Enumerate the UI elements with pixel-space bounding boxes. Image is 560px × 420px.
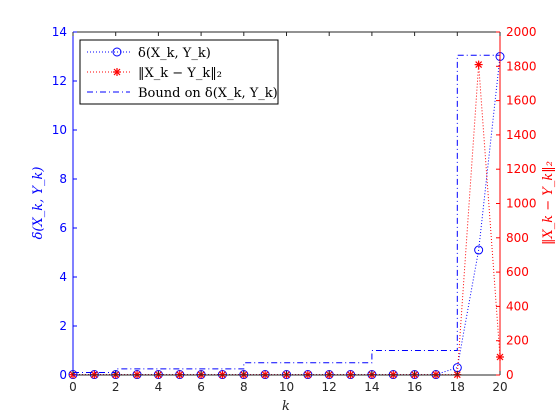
y-right-tick-label-10: 2000	[506, 25, 537, 39]
y-left-tick-label-0: 0	[59, 368, 67, 382]
legend-label-bound: Bound on δ(X_k, Y_k)	[138, 86, 278, 101]
x-tick-label-9: 18	[450, 380, 465, 394]
y-left-tick-label-2: 4	[59, 270, 67, 284]
y-left-tick-label-6: 12	[52, 74, 67, 88]
y-right-tick-label-2: 400	[506, 299, 529, 313]
x-tick-label-7: 14	[364, 380, 379, 394]
x-tick-label-6: 12	[322, 380, 337, 394]
series-0-point-18	[452, 363, 462, 373]
series-1-line	[73, 64, 501, 376]
legend-marker-norm	[113, 68, 121, 76]
y-right-tick-label-7: 1400	[506, 128, 537, 142]
legend-label-delta: δ(X_k, Y_k)	[138, 46, 211, 61]
y-axis-right-title: ‖X_k − Y_k‖₂	[541, 161, 556, 245]
x-tick-label-10: 20	[492, 380, 507, 394]
legend-entry-bound: Bound on δ(X_k, Y_k)	[87, 86, 278, 101]
legend: δ(X_k, Y_k) ‖X_k − Y_k‖₂ Bound on δ(X_k,…	[79, 39, 279, 105]
series-0-point-19	[474, 245, 484, 255]
legend-entry-norm: ‖X_k − Y_k‖₂	[87, 66, 222, 81]
y-right-tick-label-0: 0	[506, 368, 514, 382]
x-tick-label-3: 6	[197, 380, 205, 394]
x-tick-label-2: 4	[155, 380, 163, 394]
legend-marker-delta	[112, 47, 122, 57]
legend-label-norm: ‖X_k − Y_k‖₂	[138, 66, 222, 81]
y-right-tick-label-6: 1200	[506, 162, 537, 176]
y-right-tick-label-5: 1000	[506, 197, 537, 211]
axes: 0 2 4 6 8 10 12 14 16 18 2002468101214020040060080…	[52, 25, 537, 394]
series-1-point-19	[474, 60, 483, 69]
legend-entry-delta: δ(X_k, Y_k)	[87, 46, 211, 61]
y-left-tick-label-1: 2	[59, 319, 67, 333]
y-right-tick-label-4: 800	[506, 231, 529, 245]
series-2-line	[73, 54, 500, 374]
y-right-tick-label-8: 1600	[506, 94, 537, 108]
y-left-tick-label-3: 6	[59, 221, 67, 235]
y-right-tick-label-3: 600	[506, 265, 529, 279]
y-left-tick-label-5: 10	[52, 123, 67, 137]
y-right-tick-label-9: 1800	[506, 59, 537, 73]
x-tick-label-5: 10	[279, 380, 294, 394]
x-tick-label-4: 8	[240, 380, 248, 394]
y-left-tick-label-7: 14	[52, 25, 67, 39]
x-tick-label-1: 2	[112, 380, 120, 394]
y-right-tick-label-1: 200	[506, 334, 529, 348]
x-tick-label-0: 0	[69, 380, 77, 394]
y-axis-left-title: δ(X_k, Y_k)	[31, 167, 46, 240]
x-axis-title: k	[282, 399, 290, 414]
y-left-tick-label-4: 8	[59, 172, 67, 186]
x-tick-label-8: 16	[407, 380, 422, 394]
